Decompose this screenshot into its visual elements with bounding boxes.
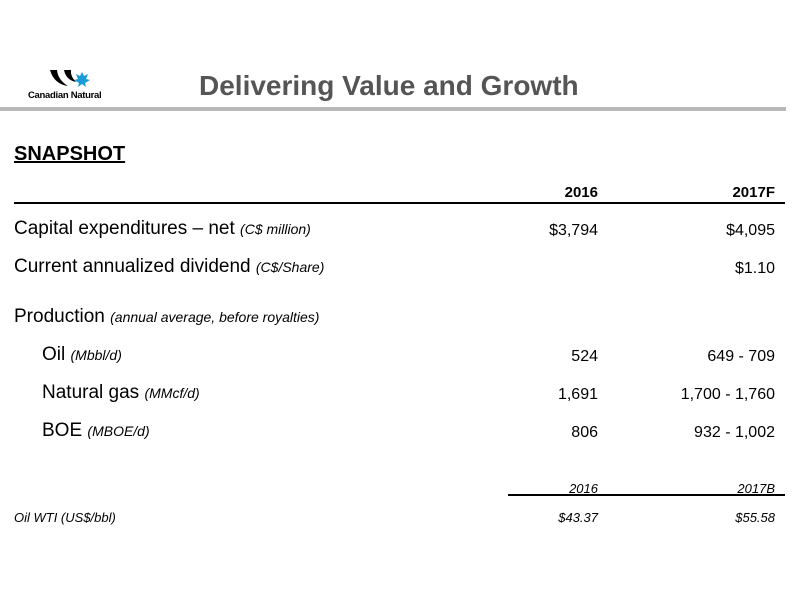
cell-2017: $4,095 bbox=[726, 222, 775, 239]
cell-2016: $3,794 bbox=[549, 222, 598, 239]
table-row: BOE (MBOE/d) 806 932 - 1,002 bbox=[0, 420, 800, 444]
column-header-2017f: 2017F bbox=[732, 184, 775, 201]
row-label-text: Oil bbox=[42, 344, 66, 365]
row-label: Capital expenditures – net (C$ million) bbox=[14, 218, 311, 240]
row-label-text: Current annualized dividend bbox=[14, 256, 251, 277]
table-row: Production (annual average, before royal… bbox=[0, 306, 800, 330]
row-label: BOE (MBOE/d) bbox=[42, 420, 150, 442]
row-label-text: BOE bbox=[42, 420, 83, 441]
row-label: Natural gas (MMcf/d) bbox=[42, 382, 200, 404]
cell-2017: 1,700 - 1,760 bbox=[680, 386, 775, 403]
wti-divider bbox=[508, 494, 785, 496]
wti-value-2016: $43.37 bbox=[558, 510, 598, 525]
cell-2017: 649 - 709 bbox=[707, 348, 775, 365]
column-header-2016: 2016 bbox=[564, 184, 598, 201]
row-unit: (C$/Share) bbox=[255, 259, 325, 275]
table-row: Oil (Mbbl/d) 524 649 - 709 bbox=[0, 344, 800, 368]
section-title: SNAPSHOT bbox=[14, 143, 126, 165]
table-row: Capital expenditures – net (C$ million) … bbox=[0, 218, 800, 242]
wti-label: Oil WTI (US$/bbl) bbox=[14, 510, 116, 525]
row-unit: (Mbbl/d) bbox=[70, 347, 122, 363]
wti-header-2016: 2016 bbox=[569, 481, 598, 496]
logo-text: Canadian Natural bbox=[28, 90, 102, 101]
table-row: Current annualized dividend (C$/Share) $… bbox=[0, 256, 800, 280]
header-divider bbox=[14, 202, 785, 204]
row-label-text: Production bbox=[14, 306, 105, 327]
row-label: Production (annual average, before royal… bbox=[14, 306, 319, 328]
cell-2016: 1,691 bbox=[557, 386, 598, 403]
cell-2017: $1.10 bbox=[734, 260, 775, 277]
row-label: Oil (Mbbl/d) bbox=[42, 344, 122, 366]
title-divider bbox=[0, 107, 786, 111]
wti-header-2017b: 2017B bbox=[737, 481, 775, 496]
row-unit: (C$ million) bbox=[240, 221, 311, 237]
row-label-text: Capital expenditures – net bbox=[14, 218, 235, 239]
row-unit: (MBOE/d) bbox=[87, 423, 150, 439]
canadian-natural-logo-icon bbox=[50, 70, 90, 87]
cell-2016: 806 bbox=[571, 424, 598, 441]
row-label-text: Natural gas bbox=[42, 382, 140, 403]
row-unit: (annual average, before royalties) bbox=[110, 309, 320, 325]
wti-value-2017: $55.58 bbox=[735, 510, 775, 525]
cell-2016: 524 bbox=[571, 348, 598, 365]
table-row: Natural gas (MMcf/d) 1,691 1,700 - 1,760 bbox=[0, 382, 800, 406]
page-title: Delivering Value and Growth bbox=[199, 70, 579, 101]
row-unit: (MMcf/d) bbox=[144, 385, 200, 401]
cell-2017: 932 - 1,002 bbox=[694, 424, 775, 441]
row-label: Current annualized dividend (C$/Share) bbox=[14, 256, 324, 278]
company-logo: Canadian Natural bbox=[28, 68, 128, 104]
